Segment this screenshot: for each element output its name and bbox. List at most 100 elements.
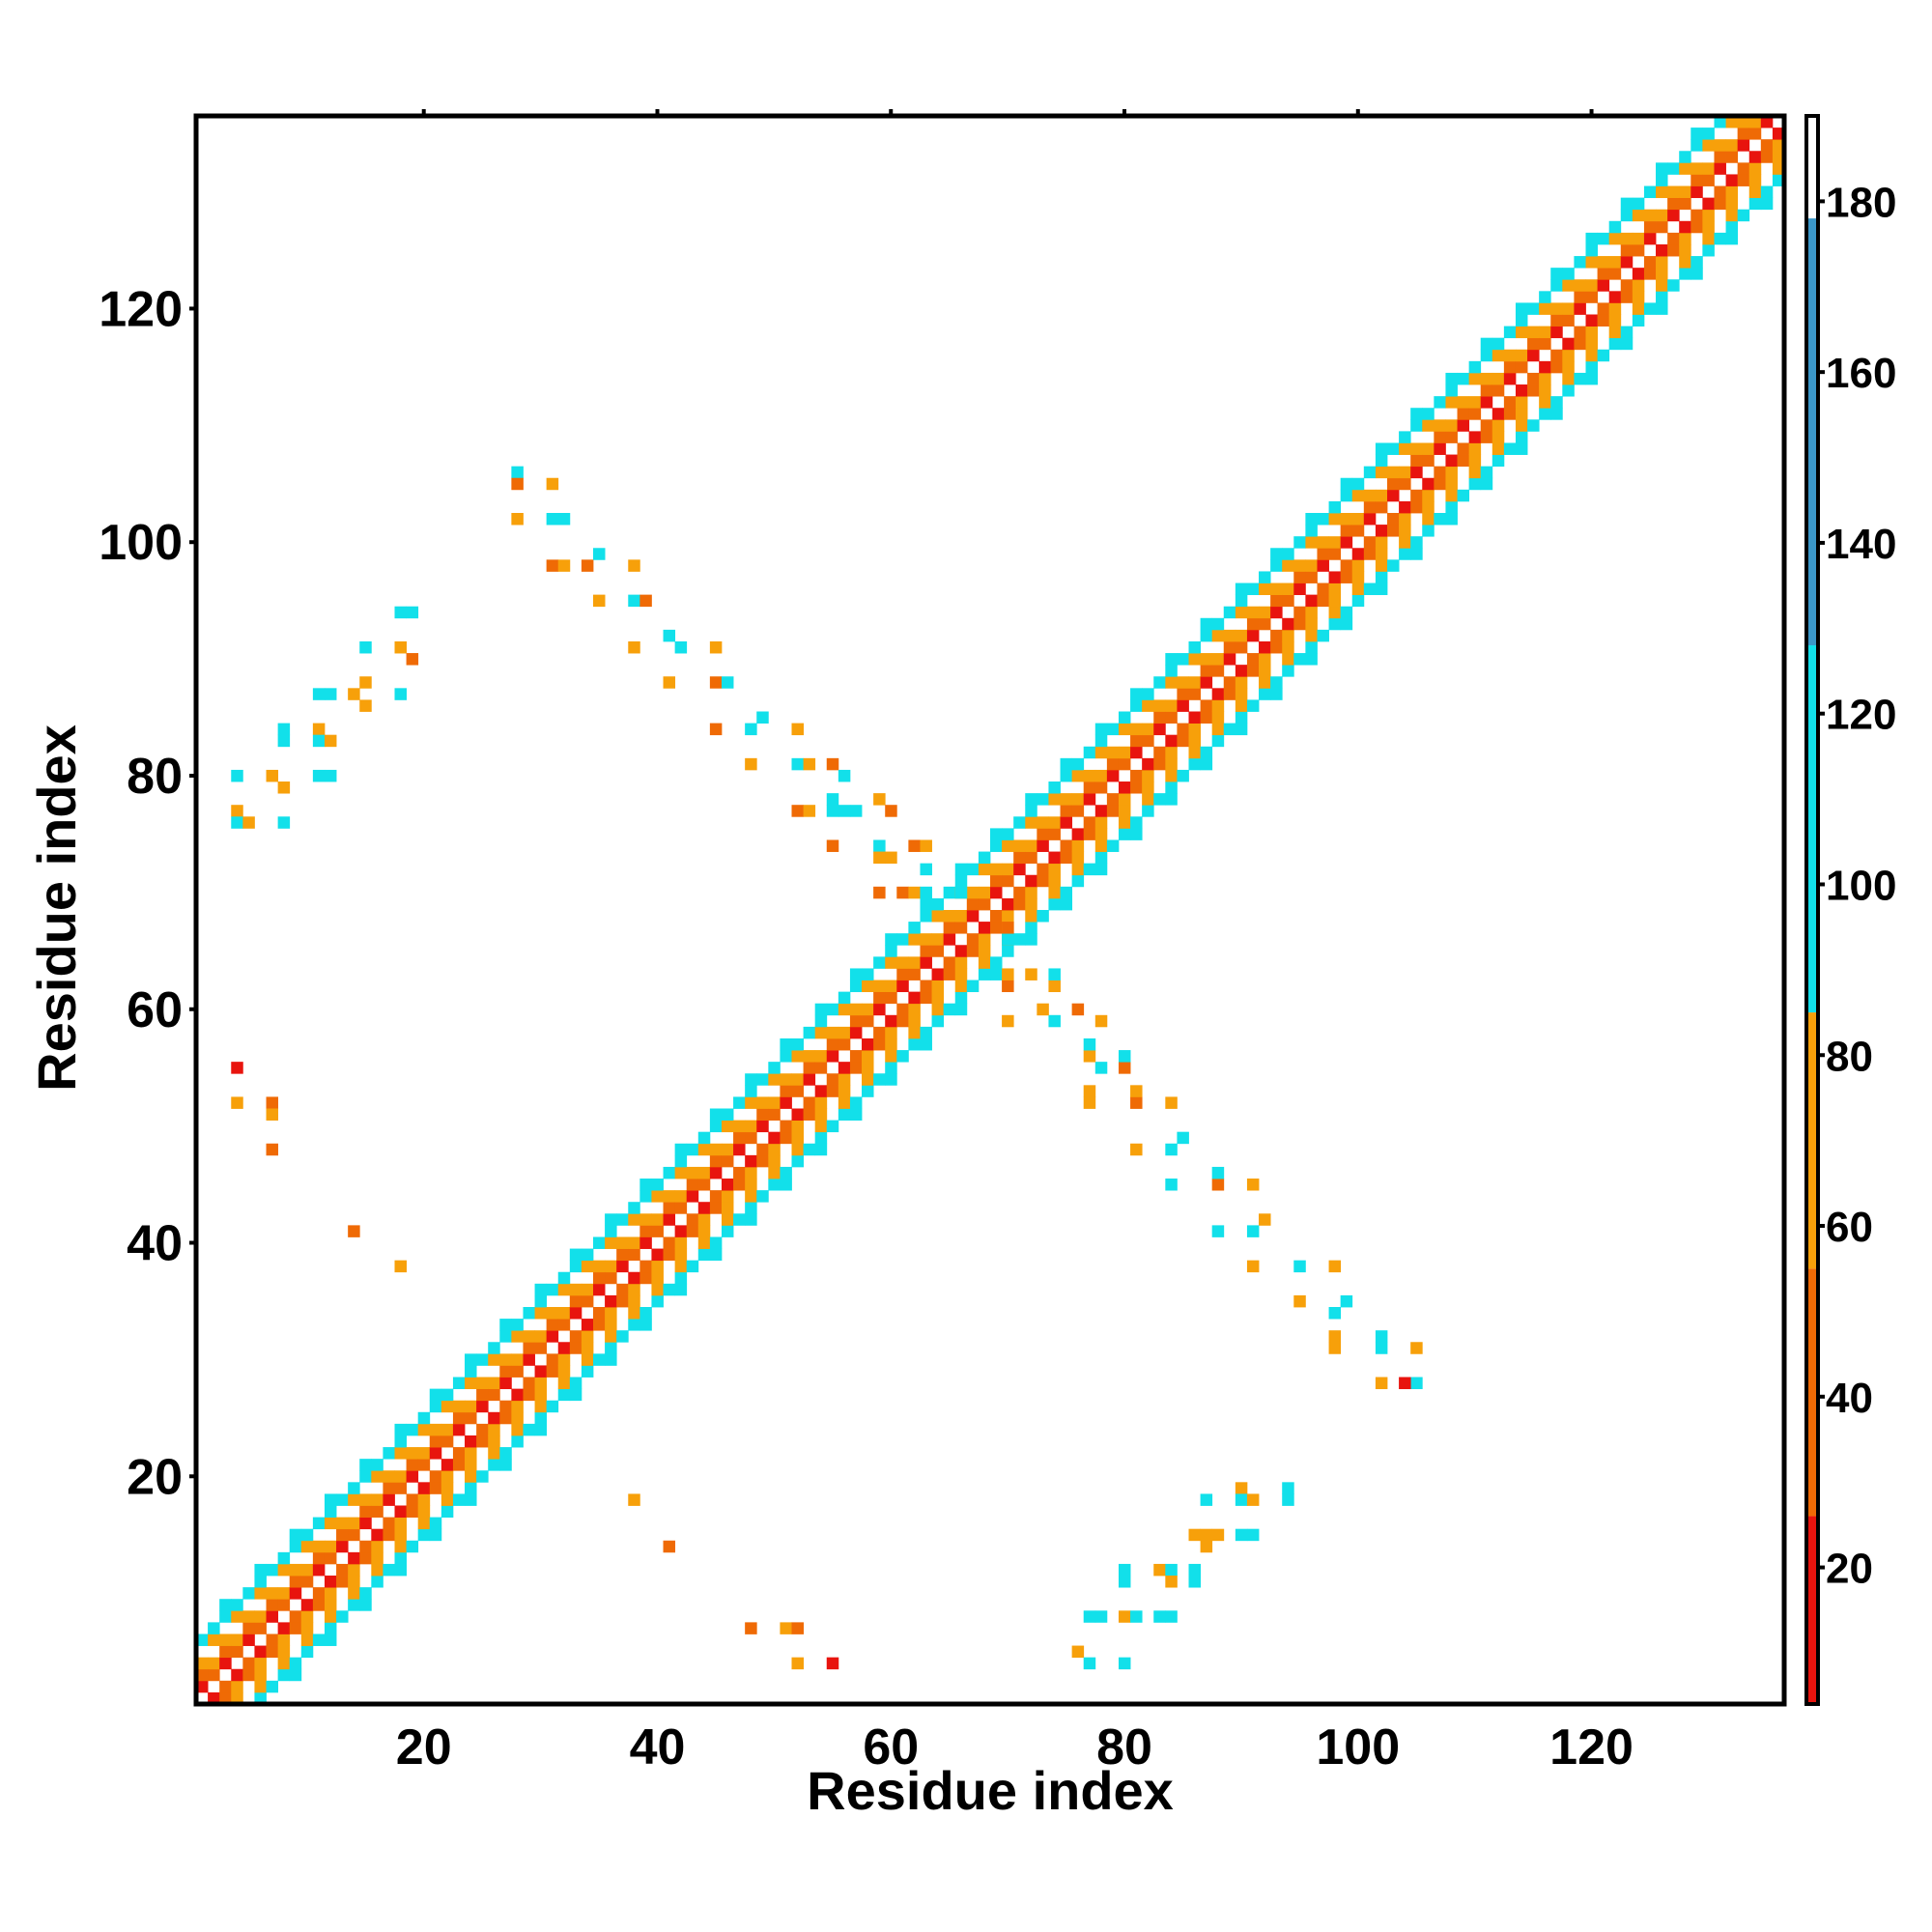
diagonal-cell: [440, 1470, 454, 1483]
diagonal-cell: [383, 1470, 395, 1483]
contact-cell: [1002, 968, 1014, 980]
diagonal-cell: [1375, 466, 1388, 479]
diagonal-cell: [406, 1459, 419, 1471]
diagonal-cell: [1328, 594, 1342, 608]
x-tick-label: 120: [1549, 1719, 1634, 1776]
diagonal-cell: [499, 1400, 512, 1413]
diagonal-cell: [1643, 268, 1657, 280]
diagonal-cell: [1130, 781, 1143, 794]
contact-cell: [324, 688, 337, 700]
diagonal-cell: [1188, 653, 1201, 666]
diagonal-cell: [348, 1528, 360, 1542]
diagonal-cell: [628, 1283, 640, 1296]
diagonal-cell: [1142, 688, 1154, 700]
diagonal-cell: [406, 1493, 419, 1506]
contact-cell: [1083, 1657, 1096, 1670]
diagonal-cell: [546, 1365, 559, 1378]
diagonal-cell: [569, 1342, 582, 1354]
diagonal-cell: [1480, 384, 1493, 397]
diagonal-cell: [581, 1248, 594, 1262]
diagonal-cell: [417, 1493, 431, 1506]
diagonal-cell: [1223, 723, 1236, 736]
diagonal-cell: [499, 1330, 512, 1343]
diagonal-cell: [417, 1517, 431, 1530]
diagonal-cell: [1539, 384, 1551, 397]
diagonal-cell: [686, 1179, 699, 1191]
contact-cell: [628, 1493, 640, 1506]
diagonal-cell: [1399, 500, 1411, 514]
contact-cell: [663, 676, 676, 689]
diagonal-cell: [814, 1108, 828, 1121]
diagonal-cell: [371, 1459, 384, 1471]
diagonal-cell: [523, 1353, 535, 1366]
diagonal-cell: [721, 1213, 734, 1226]
colorbar-segment: [1806, 1268, 1818, 1517]
diagonal-cell: [1259, 676, 1271, 689]
diagonal-cell: [1375, 525, 1388, 537]
contact-cell: [780, 1622, 792, 1634]
diagonal-cell: [476, 1470, 489, 1483]
diagonal-cell: [1480, 372, 1493, 385]
diagonal-cell: [1106, 757, 1120, 771]
diagonal-cell: [1550, 314, 1563, 327]
diagonal-cell: [1702, 174, 1715, 186]
contact-cell: [1188, 1576, 1201, 1588]
diagonal-cell: [896, 968, 909, 980]
diagonal-cell: [756, 1190, 769, 1203]
y-tick-label: 80: [127, 749, 183, 805]
diagonal-cell: [1363, 548, 1377, 560]
diagonal-cell: [791, 1037, 804, 1051]
diagonal-cell: [1188, 723, 1201, 736]
diagonal-cell: [581, 1294, 594, 1308]
contact-cell: [826, 1657, 839, 1670]
diagonal-cell: [1492, 431, 1505, 443]
diagonal-cell: [697, 1236, 711, 1249]
diagonal-cell: [1270, 676, 1283, 689]
diagonal-cell: [1025, 922, 1037, 934]
diagonal-cell: [465, 1435, 477, 1448]
diagonal-cell: [862, 1037, 874, 1051]
diagonal-cell: [862, 1003, 874, 1016]
diagonal-cell: [1211, 699, 1225, 712]
diagonal-cell: [557, 1307, 571, 1320]
diagonal-cell: [1667, 243, 1680, 257]
diagonal-cell: [1118, 816, 1131, 829]
diagonal-cell: [383, 1563, 395, 1577]
diagonal-cell: [289, 1610, 302, 1623]
diagonal-cell: [219, 1691, 232, 1705]
contact-cell: [791, 1657, 804, 1670]
diagonal-cell: [383, 1493, 395, 1506]
diagonal-cell: [1725, 151, 1739, 163]
diagonal-cell: [639, 1307, 652, 1320]
diagonal-cell: [1387, 559, 1400, 572]
diagonal-cell: [803, 1108, 816, 1121]
diagonal-cell: [1293, 571, 1306, 583]
diagonal-cell: [885, 933, 897, 946]
diagonal-cell: [849, 968, 863, 980]
diagonal-cell: [1445, 454, 1458, 468]
diagonal-cell: [546, 1400, 559, 1413]
diagonal-cell: [780, 1085, 792, 1097]
diagonal-cell: [931, 1003, 945, 1016]
diagonal-cell: [978, 897, 991, 911]
diagonal-cell: [931, 910, 945, 923]
diagonal-cell: [1317, 513, 1329, 526]
contact-cell: [1375, 1342, 1388, 1354]
colorbar-tick-label: 120: [1826, 692, 1896, 739]
diagonal-cell: [208, 1622, 220, 1634]
diagonal-cell: [733, 1131, 746, 1145]
contact-cell: [1002, 933, 1014, 946]
diagonal-cell: [1270, 594, 1283, 608]
diagonal-cell: [511, 1423, 524, 1436]
diagonal-cell: [605, 1330, 617, 1343]
contact-cell: [266, 1108, 279, 1121]
diagonal-cell: [371, 1493, 384, 1506]
diagonal-cell: [768, 1166, 781, 1179]
contact-cell: [674, 640, 688, 654]
diagonal-cell: [990, 956, 1003, 969]
diagonal-cell: [1492, 349, 1505, 362]
diagonal-cell: [1410, 419, 1423, 432]
diagonal-cell: [534, 1294, 548, 1308]
diagonal-cell: [862, 1073, 874, 1086]
diagonal-cell: [452, 1400, 466, 1413]
